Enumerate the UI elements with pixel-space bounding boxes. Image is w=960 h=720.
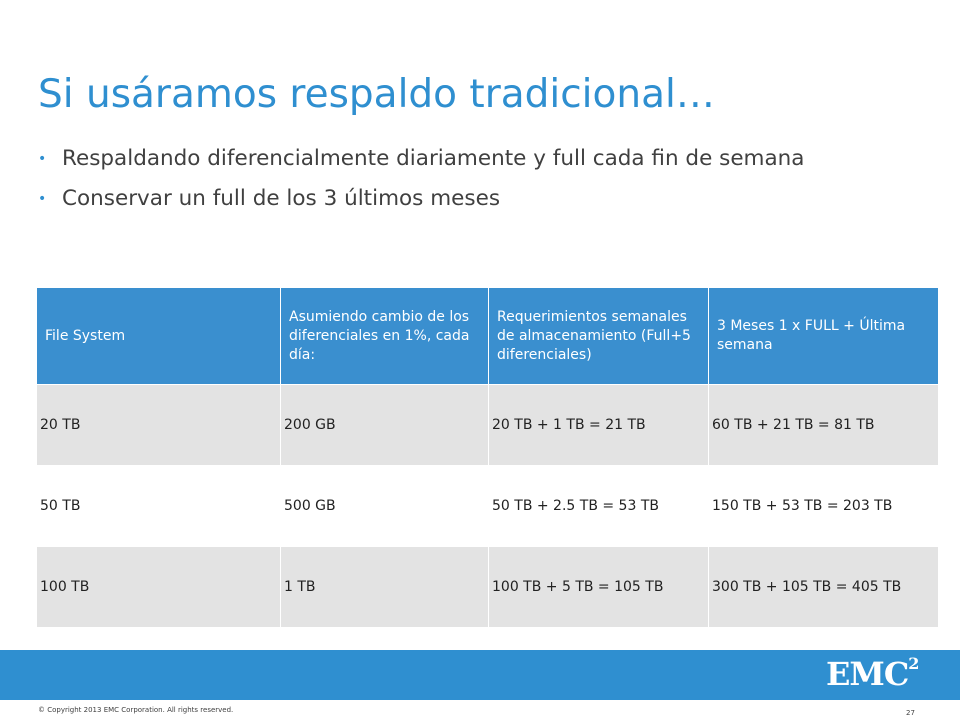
bullet-list: • Respaldando diferencialmente diariamen…: [38, 144, 918, 224]
bullet-dot-icon: •: [38, 151, 47, 167]
table-cell: 50 TB + 2.5 TB = 53 TB: [488, 465, 709, 547]
table-cell: 200 GB: [280, 384, 489, 466]
table-cell: 100 TB: [36, 546, 281, 628]
footer-bar: [0, 650, 960, 700]
table-cell: 50 TB: [36, 465, 281, 547]
table-cell: 100 TB + 5 TB = 105 TB: [488, 546, 709, 628]
column-header: 3 Meses 1 x FULL + Última semana: [708, 287, 939, 385]
logo-superscript: 2: [908, 654, 919, 674]
emc-logo: EMC2: [826, 654, 919, 693]
table-row: 50 TB 500 GB 50 TB + 2.5 TB = 53 TB 150 …: [36, 465, 939, 547]
bullet-item: • Conservar un full de los 3 últimos mes…: [38, 184, 918, 214]
bullet-text: Respaldando diferencialmente diariamente…: [62, 146, 805, 171]
table-cell: 20 TB: [36, 384, 281, 466]
table-row: 20 TB 200 GB 20 TB + 1 TB = 21 TB 60 TB …: [36, 384, 939, 466]
table-cell: 500 GB: [280, 465, 489, 547]
table-header-row: File System Asumiendo cambio de los dife…: [36, 287, 939, 385]
page-number: 27: [906, 709, 915, 717]
table-cell: 300 TB + 105 TB = 405 TB: [708, 546, 939, 628]
bullet-text: Conservar un full de los 3 últimos meses: [62, 186, 501, 211]
table-cell: 1 TB: [280, 546, 489, 628]
table-cell: 20 TB + 1 TB = 21 TB: [488, 384, 709, 466]
column-header: Asumiendo cambio de los diferenciales en…: [280, 287, 489, 385]
copyright-text: © Copyright 2013 EMC Corporation. All ri…: [38, 706, 234, 714]
storage-table: File System Asumiendo cambio de los dife…: [36, 287, 939, 628]
table-row: 100 TB 1 TB 100 TB + 5 TB = 105 TB 300 T…: [36, 546, 939, 628]
table-cell: 150 TB + 53 TB = 203 TB: [708, 465, 939, 547]
column-header: File System: [36, 287, 281, 385]
column-header: Requerimientos semanales de almacenamien…: [488, 287, 709, 385]
table-cell: 60 TB + 21 TB = 81 TB: [708, 384, 939, 466]
logo-text: EMC: [826, 655, 909, 693]
bullet-item: • Respaldando diferencialmente diariamen…: [38, 144, 918, 174]
bullet-dot-icon: •: [38, 191, 47, 207]
slide-title: Si usáramos respaldo tradicional…: [38, 72, 715, 117]
